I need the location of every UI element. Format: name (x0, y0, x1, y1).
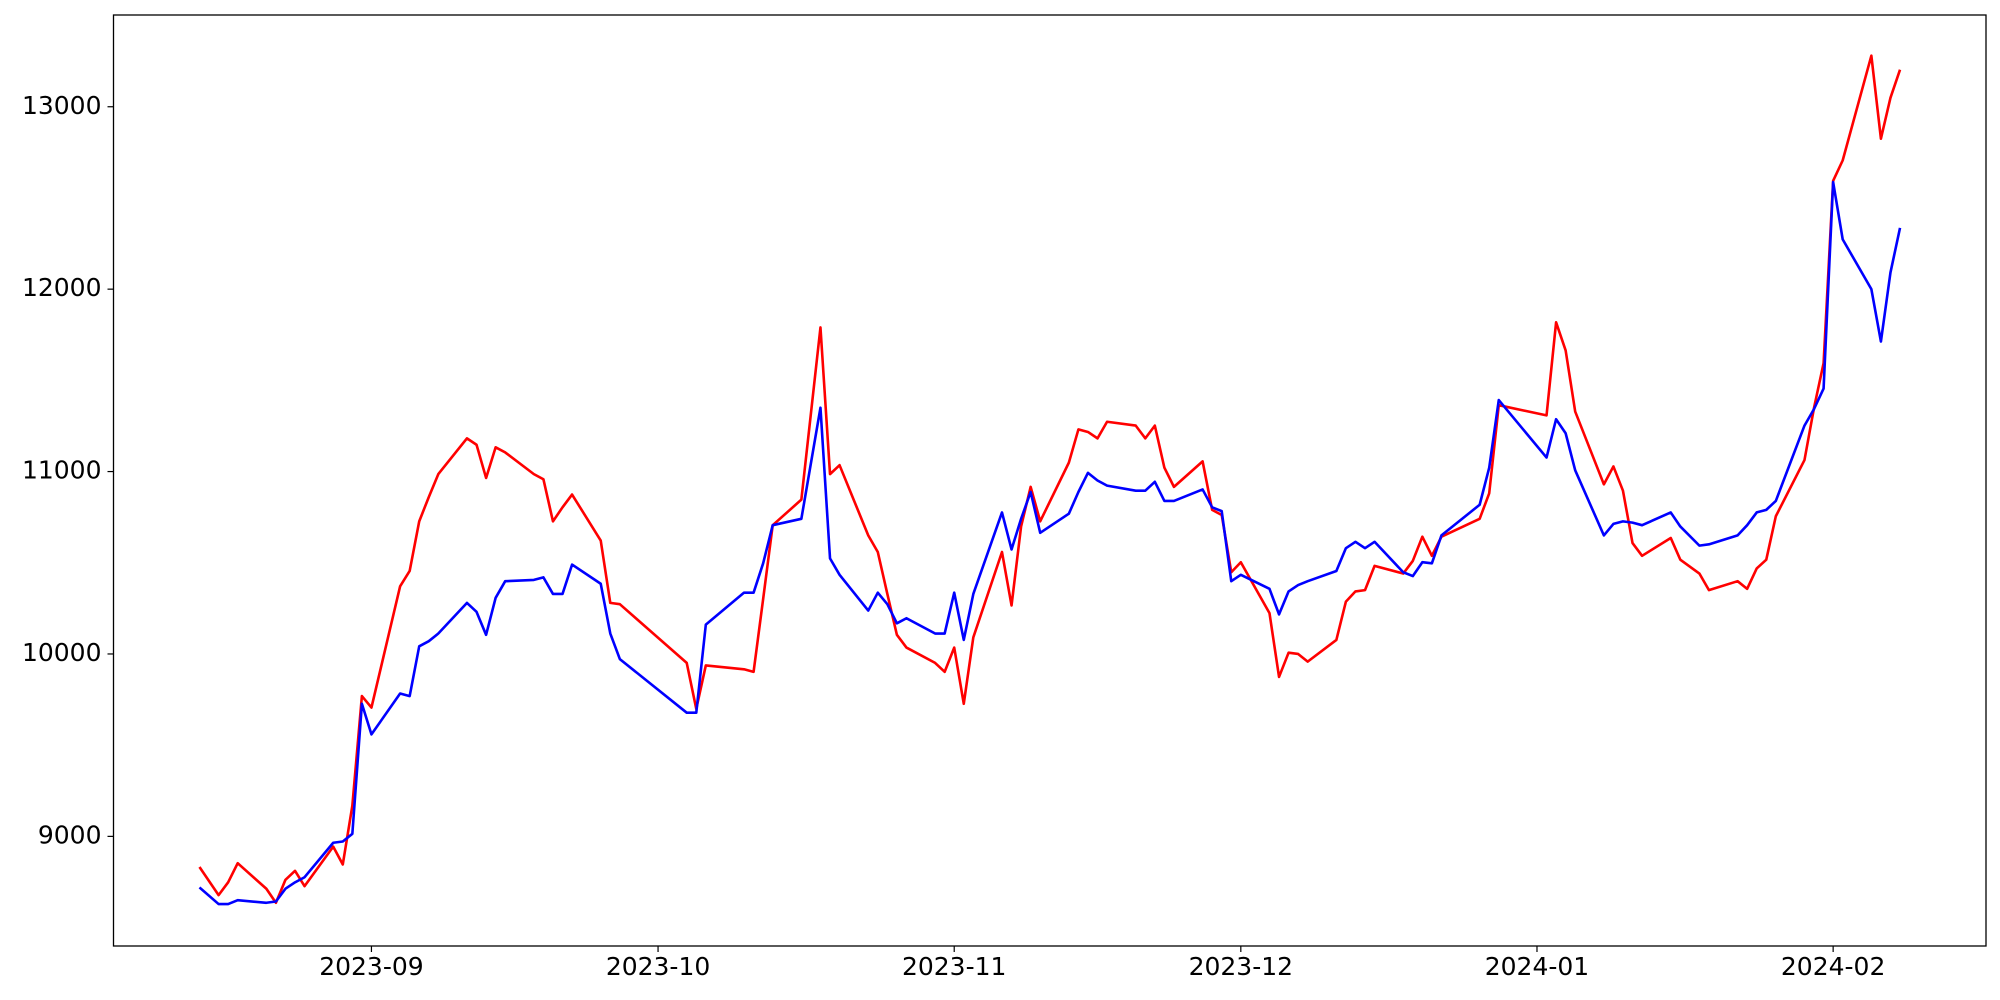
y-tick-label: 9000 (38, 820, 102, 849)
line-series (198, 54, 1902, 905)
x-tick-label: 2023-09 (319, 952, 423, 981)
x-tick-label: 2023-11 (902, 952, 1006, 981)
x-tick-label: 2023-10 (606, 952, 710, 981)
x-tick-label: 2024-02 (1781, 952, 1885, 981)
y-tick-label: 13000 (22, 91, 102, 120)
y-tick-label: 11000 (22, 456, 102, 485)
y-tick-label: 12000 (22, 273, 102, 302)
x-tick-label: 2023-12 (1189, 952, 1293, 981)
y-tick-label: 10000 (22, 638, 102, 667)
line-series (198, 180, 1902, 906)
plot-frame (112, 14, 1987, 947)
x-tick-label: 2024-01 (1485, 952, 1589, 981)
